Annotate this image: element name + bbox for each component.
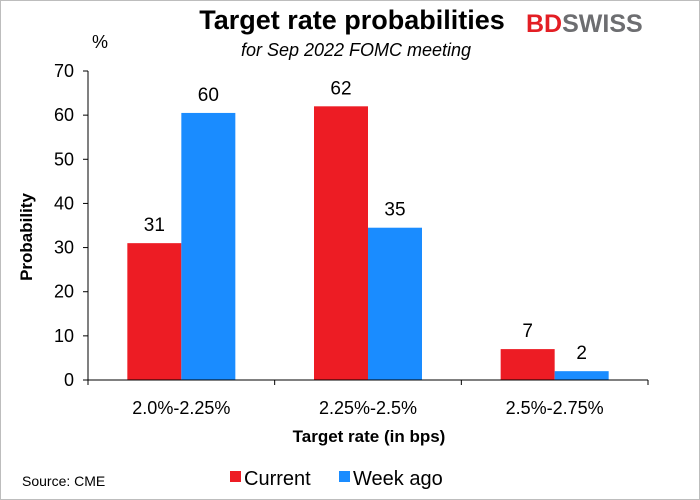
bdswiss-logo: BDSWISS	[526, 10, 643, 38]
data-label: 35	[384, 200, 405, 221]
y-tick-label: 20	[54, 282, 74, 302]
bar-current-1	[314, 106, 368, 381]
bar-current-0	[127, 243, 182, 380]
x-tick-label: 2.5%-2.75%	[506, 398, 604, 418]
data-label: 62	[330, 78, 351, 99]
legend-swatch-current	[230, 471, 241, 482]
x-tick-label: 2.25%-2.5%	[319, 398, 417, 418]
x-tick-label: 2.0%-2.25%	[132, 398, 230, 418]
data-label: 31	[144, 215, 165, 236]
y-tick-label: 0	[64, 370, 74, 390]
data-label: 60	[198, 85, 219, 106]
chart-subtitle: for Sep 2022 FOMC meeting	[241, 40, 471, 60]
legend-label: Current	[244, 468, 311, 490]
y-tick-label: 50	[54, 149, 74, 169]
legend: Current Week ago	[230, 468, 443, 490]
bar-week-ago-2	[554, 371, 609, 380]
y-tick-label: 30	[54, 238, 74, 258]
logo-text-part2: SWISS	[562, 10, 643, 38]
y-tick-label: 10	[54, 326, 74, 346]
legend-label: Week ago	[353, 468, 443, 490]
y-axis-title: Probability	[17, 193, 36, 281]
bar-current-2	[500, 349, 555, 380]
data-label: 2	[576, 343, 587, 364]
y-tick-label: 70	[54, 61, 74, 81]
logo-text: BDSWISS	[526, 10, 643, 38]
legend-swatch-week-ago	[339, 471, 350, 482]
x-axis-title: Target rate (in bps)	[293, 427, 446, 446]
bar-week-ago-1	[368, 227, 422, 380]
bar-week-ago-0	[181, 112, 236, 380]
y-tick-label: 60	[54, 105, 74, 125]
logo-text-part1: BD	[526, 10, 562, 38]
y-unit-label: %	[92, 32, 108, 52]
chart-title: Target rate probabilities	[199, 5, 505, 35]
source-note: Source: CME	[22, 473, 105, 489]
data-label: 7	[522, 321, 533, 342]
y-tick-label: 40	[54, 193, 74, 213]
